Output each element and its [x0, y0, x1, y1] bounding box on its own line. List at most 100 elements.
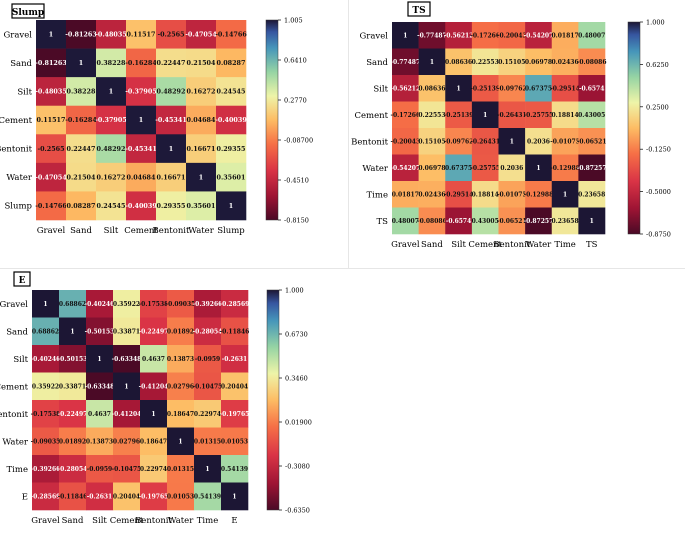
- cell-value: -0.2631: [87, 493, 112, 500]
- heatmap-cell: [194, 400, 222, 428]
- heatmap-cell: [96, 20, 127, 49]
- heatmap-cell: [186, 77, 217, 107]
- heatmap-cell: [471, 128, 499, 155]
- heatmap-cell: [445, 75, 473, 102]
- cell-value: 0.38228: [67, 88, 96, 96]
- heatmap-cell: [525, 154, 553, 182]
- column-label: Gravel: [391, 240, 420, 250]
- row-label: Time: [7, 465, 28, 475]
- colorbar-tick-label: 1.000: [285, 287, 304, 295]
- heatmap-cell: [392, 101, 419, 129]
- cell-value: -0.22497: [58, 411, 88, 418]
- heatmap-cell: [126, 48, 157, 78]
- column-label: Time: [554, 240, 575, 250]
- cell-value: -0.47054: [185, 30, 217, 38]
- heatmap-cell: [86, 482, 114, 511]
- cell-value: -0.11846: [220, 328, 250, 335]
- column-label: Cement: [124, 226, 158, 236]
- cell-value: -0.01075: [497, 191, 527, 198]
- heatmap-cell: [167, 455, 195, 483]
- heatmap-cell: [525, 207, 553, 235]
- cell-value: -0.2631: [222, 356, 247, 363]
- heatmap-cell: [36, 105, 67, 135]
- heatmap-cell: [86, 290, 114, 318]
- cell-value: 0.22553: [472, 59, 499, 66]
- heatmap-cell: [32, 345, 60, 373]
- column-label: Slump: [217, 226, 245, 236]
- colorbar-tick-label: -0.6350: [285, 507, 310, 515]
- heatmap-cell: [140, 482, 168, 511]
- heatmap-cell: [113, 345, 141, 373]
- cell-value: -0.10475: [112, 466, 142, 473]
- heatmap-cell: [216, 77, 247, 107]
- cell-value: -0.48035: [35, 88, 67, 96]
- cell-value: -0.17538: [31, 411, 61, 418]
- heatmap-cell: [59, 482, 87, 511]
- cell-value: -0.01075: [550, 138, 580, 145]
- colorbar-tick-label: -0.1250: [646, 146, 671, 154]
- heatmap-cell: [96, 77, 127, 107]
- heatmap-cell: [113, 317, 141, 346]
- cell-value: 0.43005: [578, 112, 605, 119]
- heatmap-cell: [445, 48, 473, 76]
- cell-value: -0.29514: [550, 85, 580, 92]
- cell-value: -0.09035: [31, 438, 61, 445]
- row-label: Gravel: [4, 30, 33, 40]
- cell-value: 0.18814: [551, 112, 578, 119]
- heatmap-cell: [445, 207, 473, 235]
- column-label: Silt: [104, 226, 119, 236]
- heatmap-cell: [66, 191, 97, 221]
- cell-value: -0.19765: [139, 493, 169, 500]
- colorbar-tick-label: -0.8150: [284, 217, 309, 225]
- cell-value: -0.40246: [85, 301, 115, 308]
- cell-value: -0.37905: [95, 116, 127, 124]
- cell-value: 1: [178, 438, 182, 445]
- row-label: Water: [6, 173, 33, 183]
- cell-value: -0.77487: [417, 32, 447, 39]
- cell-value: 0.48292: [97, 145, 126, 153]
- heatmap-cell: [59, 372, 87, 401]
- heatmap-cell: [96, 162, 127, 192]
- heatmap-cell: [66, 105, 97, 135]
- cell-value: -0.25755: [524, 112, 554, 119]
- heatmap-cell: [418, 75, 446, 102]
- heatmap-cell: [113, 482, 141, 511]
- heatmap-e: E1 0.68862-0.402460.35922-0.17538-0.09035…: [0, 271, 312, 526]
- heatmap-cell: [551, 101, 579, 129]
- cell-value: -0.2565: [157, 30, 184, 38]
- cell-value: 0.01053: [167, 493, 194, 500]
- cell-value: 0.02796: [167, 383, 194, 390]
- cell-value: 1: [70, 328, 74, 335]
- cell-value: 0.16671: [157, 173, 186, 181]
- cell-value: 0.48292: [157, 88, 186, 96]
- heatmap-cell: [140, 455, 168, 483]
- cell-value: 0.22974: [194, 411, 221, 418]
- heatmap-cell: [445, 22, 473, 49]
- heatmap-cell: [498, 181, 526, 208]
- heatmap-cell: [113, 400, 141, 428]
- cell-value: -0.40246: [31, 356, 61, 363]
- row-label: Time: [367, 190, 388, 200]
- colorbar: [627, 21, 641, 235]
- heatmap-cell: [194, 345, 222, 373]
- row-label: Gravel: [0, 300, 28, 310]
- cell-value: -0.25139: [444, 112, 474, 119]
- cell-value: -0.08086: [577, 59, 607, 66]
- cell-value: -0.87257: [524, 218, 554, 225]
- heatmap-cell: [194, 290, 222, 318]
- heatmap-cell: [59, 345, 87, 373]
- cell-value: -0.63348: [112, 356, 142, 363]
- heatmap-cell: [551, 207, 579, 235]
- row-label: Water: [362, 164, 389, 174]
- cell-value: 1: [151, 411, 155, 418]
- cell-value: -0.63348: [85, 383, 115, 390]
- cell-value: 1: [590, 218, 594, 225]
- colorbar-tick-label: 0.6410: [284, 57, 307, 65]
- heatmap-cell: [498, 48, 526, 76]
- heatmap-cell: [578, 101, 606, 129]
- cell-value: -0.40039: [125, 202, 157, 210]
- cell-value: 1: [563, 191, 567, 198]
- cell-value: -0.45341: [155, 116, 187, 124]
- heatmap-cell: [126, 134, 157, 164]
- column-label: Gravel: [37, 226, 66, 236]
